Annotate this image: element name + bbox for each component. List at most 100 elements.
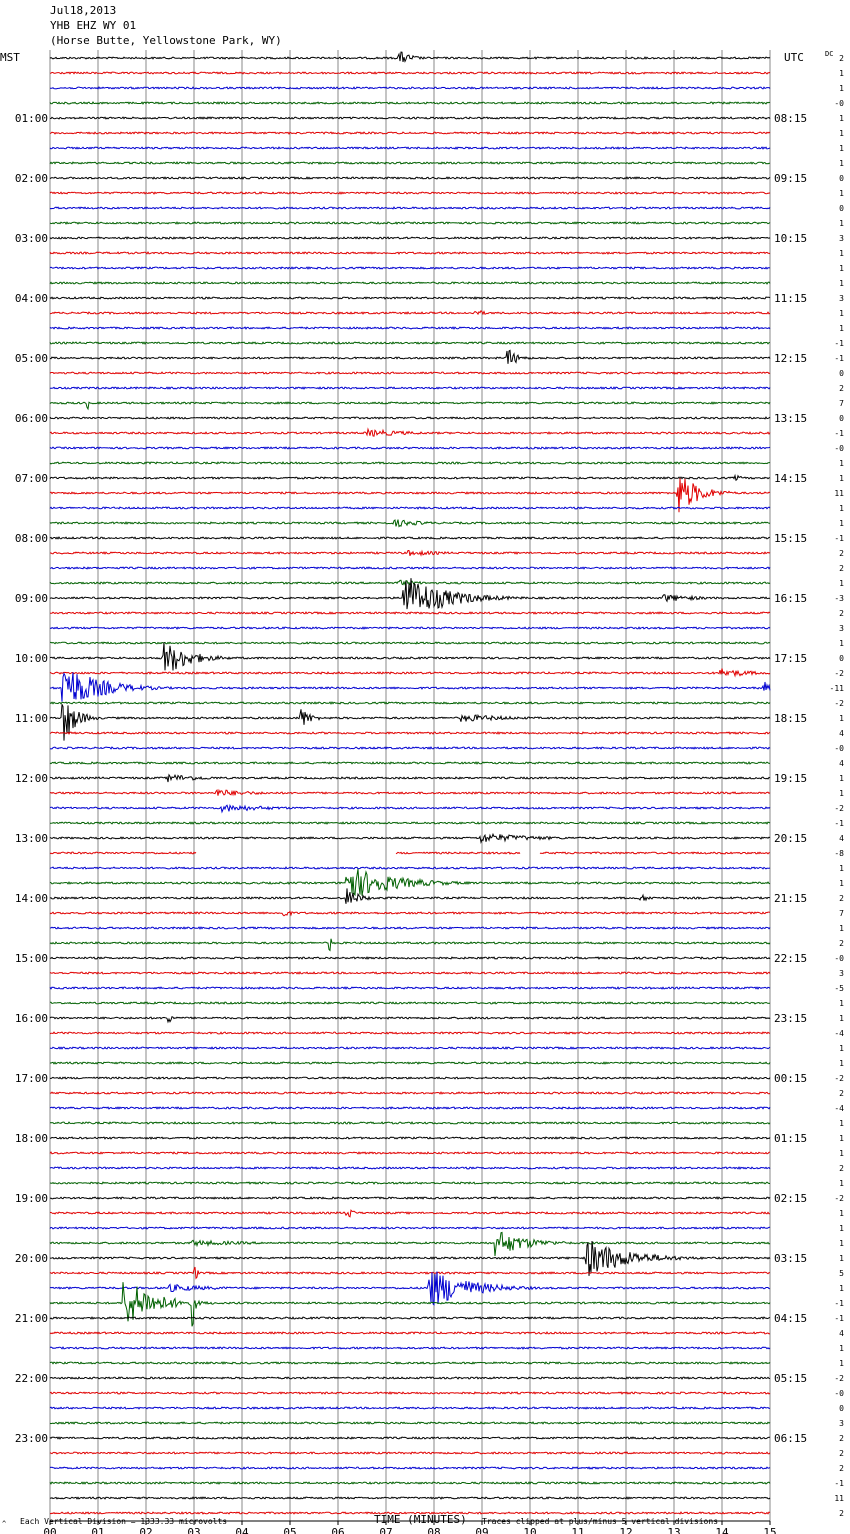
x-tick-label: 03 (187, 1526, 200, 1534)
dc-offset-label: 1 (839, 1359, 844, 1368)
dc-offset-label: 1 (839, 1119, 844, 1128)
dc-offset-label: 3 (839, 1419, 844, 1428)
seismic-trace (49, 386, 771, 390)
dc-offset-label: 2 (839, 609, 844, 618)
seismic-trace (49, 1196, 771, 1200)
seismic-trace (49, 1091, 771, 1095)
mst-hour-label: 14:00 (15, 892, 48, 905)
dc-offset-label: 1 (839, 69, 844, 78)
mst-hour-label: 05:00 (15, 352, 48, 365)
dc-offset-label: 2 (839, 564, 844, 573)
dc-offset-label: 1 (839, 474, 844, 483)
dc-offset-label: 1 (839, 774, 844, 783)
dc-offset-label: -2 (834, 804, 844, 813)
mst-hour-label: 22:00 (15, 1372, 48, 1385)
dc-offset-label: 2 (839, 894, 844, 903)
dc-offset-label: 1 (839, 114, 844, 123)
seismic-trace (49, 51, 771, 63)
dc-offset-label: 0 (839, 204, 844, 213)
x-tick-label: 02 (139, 1526, 152, 1534)
seismic-trace (49, 626, 771, 630)
utc-hour-label: 03:15 (774, 1252, 807, 1265)
seismic-trace (49, 1466, 771, 1470)
dc-offset-label: -2 (834, 699, 844, 708)
seismic-trace (49, 1481, 771, 1485)
seismic-trace (49, 731, 771, 735)
dc-offset-label: 3 (839, 969, 844, 978)
dc-offset-label: 1 (839, 324, 844, 333)
seismic-trace (49, 176, 771, 180)
seismic-trace (49, 1061, 771, 1065)
dc-offset-label: -4 (834, 1104, 844, 1113)
dc-offset-label: -0 (834, 99, 844, 108)
seismic-trace (49, 401, 771, 411)
seismic-trace (50, 86, 771, 90)
seismic-trace (49, 1436, 770, 1440)
seismic-trace (49, 206, 771, 210)
seismic-trace (49, 236, 771, 240)
station-code: YHB EHZ WY 01 (50, 19, 137, 32)
dc-offset-label: 2 (839, 384, 844, 393)
seismic-trace (49, 672, 771, 702)
seismic-trace (49, 221, 771, 225)
seismic-trace (49, 296, 771, 300)
seismic-trace (49, 416, 771, 420)
dc-offset-label: 4 (839, 759, 844, 768)
x-tick-label: 15 (763, 1526, 776, 1534)
dc-offset-label: -2 (834, 1374, 844, 1383)
dc-offset-label: 2 (839, 54, 844, 63)
x-tick-label: 13 (667, 1526, 680, 1534)
dc-offset-label: 1 (839, 309, 844, 318)
seismic-trace (49, 773, 771, 783)
dc-offset-label: 2 (839, 1434, 844, 1443)
dc-label: DC (825, 50, 833, 58)
seismic-trace (49, 566, 771, 570)
dc-offset-label: -1 (834, 429, 844, 438)
dc-offset-label: 1 (839, 864, 844, 873)
seismic-trace (49, 1226, 771, 1230)
dc-offset-label: 2 (839, 549, 844, 558)
x-tick-label: 01 (91, 1526, 104, 1534)
dc-offset-label: 1 (839, 459, 844, 468)
mst-hour-label: 11:00 (15, 712, 48, 725)
dc-offset-label: -4 (834, 1029, 844, 1038)
seismic-trace (49, 1331, 771, 1335)
utc-hour-label: 23:15 (774, 1012, 807, 1025)
seismic-trace (49, 832, 771, 845)
seismic-trace (49, 910, 771, 917)
dc-offset-label: 1 (839, 519, 844, 528)
seismic-trace (49, 478, 771, 513)
dc-offset-label: -2 (834, 669, 844, 678)
seismic-trace (49, 851, 770, 855)
seismic-trace (49, 1376, 771, 1380)
dc-offset-label: 1 (839, 1224, 844, 1233)
seismic-trace (49, 349, 771, 364)
dc-offset-label: 1 (839, 144, 844, 153)
dc-offset-label: -0 (834, 1389, 844, 1398)
utc-hour-label: 19:15 (774, 772, 807, 785)
dc-offset-label: 4 (839, 729, 844, 738)
dc-offset-label: 2 (839, 1464, 844, 1473)
dc-offset-label: 0 (839, 654, 844, 663)
seismic-trace (49, 1121, 771, 1125)
seismic-trace (49, 761, 771, 765)
seismic-trace (50, 821, 771, 825)
seismic-trace (49, 938, 771, 952)
dc-offset-label: -3 (834, 594, 844, 603)
dc-offset-label: 0 (839, 414, 844, 423)
seismic-trace (49, 1166, 771, 1170)
dc-offset-label: -1 (834, 339, 844, 348)
seismic-trace (49, 704, 771, 741)
dc-offset-label: 2 (839, 939, 844, 948)
dc-offset-label: 1 (839, 249, 844, 258)
seismic-trace (49, 1209, 770, 1218)
dc-offset-label: 1 (839, 1134, 844, 1143)
dc-offset-label: 11 (834, 489, 844, 498)
mst-hour-label: 17:00 (15, 1072, 48, 1085)
dc-offset-label: 2 (839, 1089, 844, 1098)
seismic-trace (49, 1046, 771, 1050)
seismic-trace (49, 803, 771, 814)
utc-hour-label: 17:15 (774, 652, 807, 665)
x-tick-label: 08 (427, 1526, 440, 1534)
